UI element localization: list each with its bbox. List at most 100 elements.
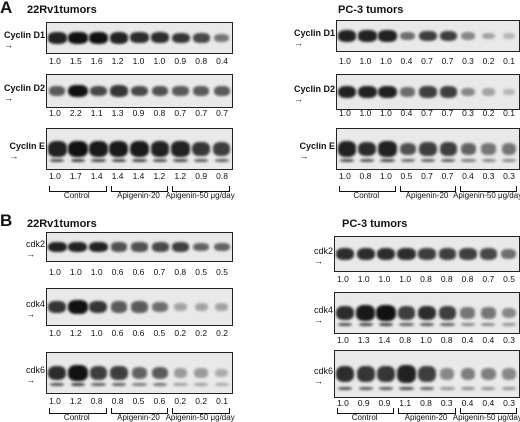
densitometry-values: 1.0 1.0 1.0 0.4 0.7 0.7 0.3 0.2 0.1 [339,56,515,66]
blot-band-secondary [481,159,496,162]
blot-band [129,141,150,157]
arrow-icon: → [313,256,323,266]
row-label-wrap: cdk4 → [314,305,333,325]
blot-band [215,302,229,312]
value-cell: 1.1 [90,108,103,118]
value-cell: 0.7 [482,274,495,284]
blot-band [439,142,457,156]
value-cell: 1.2 [69,328,82,338]
blot-band-secondary [400,159,415,162]
value-cell: 0.8 [399,335,412,345]
blot-band-secondary [378,387,394,390]
blot-band [150,32,170,44]
blot-image [334,350,520,398]
blot-image [46,22,233,54]
group-label: Apigenin-50 μg/day [452,413,520,422]
blot-band [68,365,88,381]
value-cell: 0.9 [132,108,145,118]
value-cell: 0.4 [216,56,228,66]
value-cell: 2.2 [69,108,82,118]
panel-letter: A [0,0,13,17]
blot-band [356,247,375,261]
blot-band [152,301,168,313]
value-cell: 0.3 [503,171,515,181]
value-cell: 0.5 [153,328,166,338]
value-cell: 0.8 [90,396,103,406]
value-cell: 1.0 [378,274,391,284]
value-cell: 1.6 [90,56,103,66]
row-label: Cyclin E [9,141,45,151]
value-cell: 1.0 [337,335,349,345]
value-cell: 0.7 [421,56,433,66]
arrow-icon: → [3,93,13,103]
row-label: cdk2 [313,246,333,256]
value-cell: 1.3 [357,335,370,345]
value-cell: 1.0 [132,56,145,66]
value-cell: 0.4 [400,108,413,118]
blot-image [46,352,233,394]
value-cell: 0.2 [174,396,187,406]
row-label-wrap: Cyclin D2 → [294,84,335,104]
densitometry-values: 1.0 1.0 1.0 1.0 0.8 0.8 0.8 0.7 0.5 [337,274,515,284]
blot-band [110,242,128,252]
blot-band [47,141,67,157]
blot-band-secondary [111,383,127,386]
blot-image [334,292,520,334]
blot-band-secondary [380,159,395,162]
blot-band [461,87,476,97]
blot-band [151,242,169,252]
blot-band-secondary [214,383,229,386]
densitometry-values: 1.0 1.0 1.0 0.6 0.6 0.7 0.8 0.5 0.5 [49,267,228,277]
blot-band-secondary [441,159,456,162]
value-cell: 0.3 [482,171,495,181]
value-cell: 0.7 [421,108,433,118]
value-cell: 0.9 [174,56,187,66]
blot-band-secondary [91,159,106,162]
value-cell: 1.0 [49,396,61,406]
value-cell: 0.2 [482,56,495,66]
blot-band [502,32,515,40]
value-cell: 0.5 [216,267,228,277]
value-cell: 1.0 [337,274,349,284]
blot-band [89,85,107,97]
densitometry-values: 1.0 1.5 1.6 1.2 1.0 1.0 0.9 0.8 0.4 [49,56,228,66]
blot-band-secondary [419,387,435,390]
blot-band-secondary [440,323,455,326]
blot-band [171,32,190,44]
row-label: cdk2 [25,239,45,249]
blot-band-secondary [50,383,65,386]
value-cell: 0.2 [174,328,187,338]
arrow-icon: → [313,315,323,325]
value-cell: 1.0 [399,274,412,284]
blot-band [419,30,437,42]
row-label-wrap: cdk2 → [26,239,45,259]
blot-band [397,247,416,261]
blot-band [399,142,416,156]
value-cell: 0.8 [420,398,432,408]
blot-band [130,85,149,97]
row-label: cdk6 [313,366,333,376]
densitometry-values: 1.0 1.3 1.4 0.8 1.0 0.8 0.4 0.4 0.3 [337,335,515,345]
blot-band [131,242,148,252]
blot-band-secondary [111,159,127,162]
value-cell: 0.6 [111,328,124,338]
value-cell: 0.1 [216,396,228,406]
blot-band [213,242,230,252]
value-cell: 1.4 [132,171,145,181]
value-cell: 1.0 [49,108,61,118]
value-cell: 1.2 [153,171,166,181]
row-label-wrap: Cyclin D1 → [294,28,335,48]
arrow-icon: → [9,151,19,161]
blot-band [194,302,208,312]
blot-band [460,307,476,319]
blot-band [68,299,88,315]
blot-band [358,85,377,99]
blot-band [417,305,437,321]
group-bracket [110,408,169,414]
value-cell: 0.7 [441,56,454,66]
value-cell: 0.4 [461,335,474,345]
blot-band [358,30,377,42]
group-bracket [110,186,169,192]
row-label: cdk4 [313,305,333,315]
blot-band [192,141,211,157]
